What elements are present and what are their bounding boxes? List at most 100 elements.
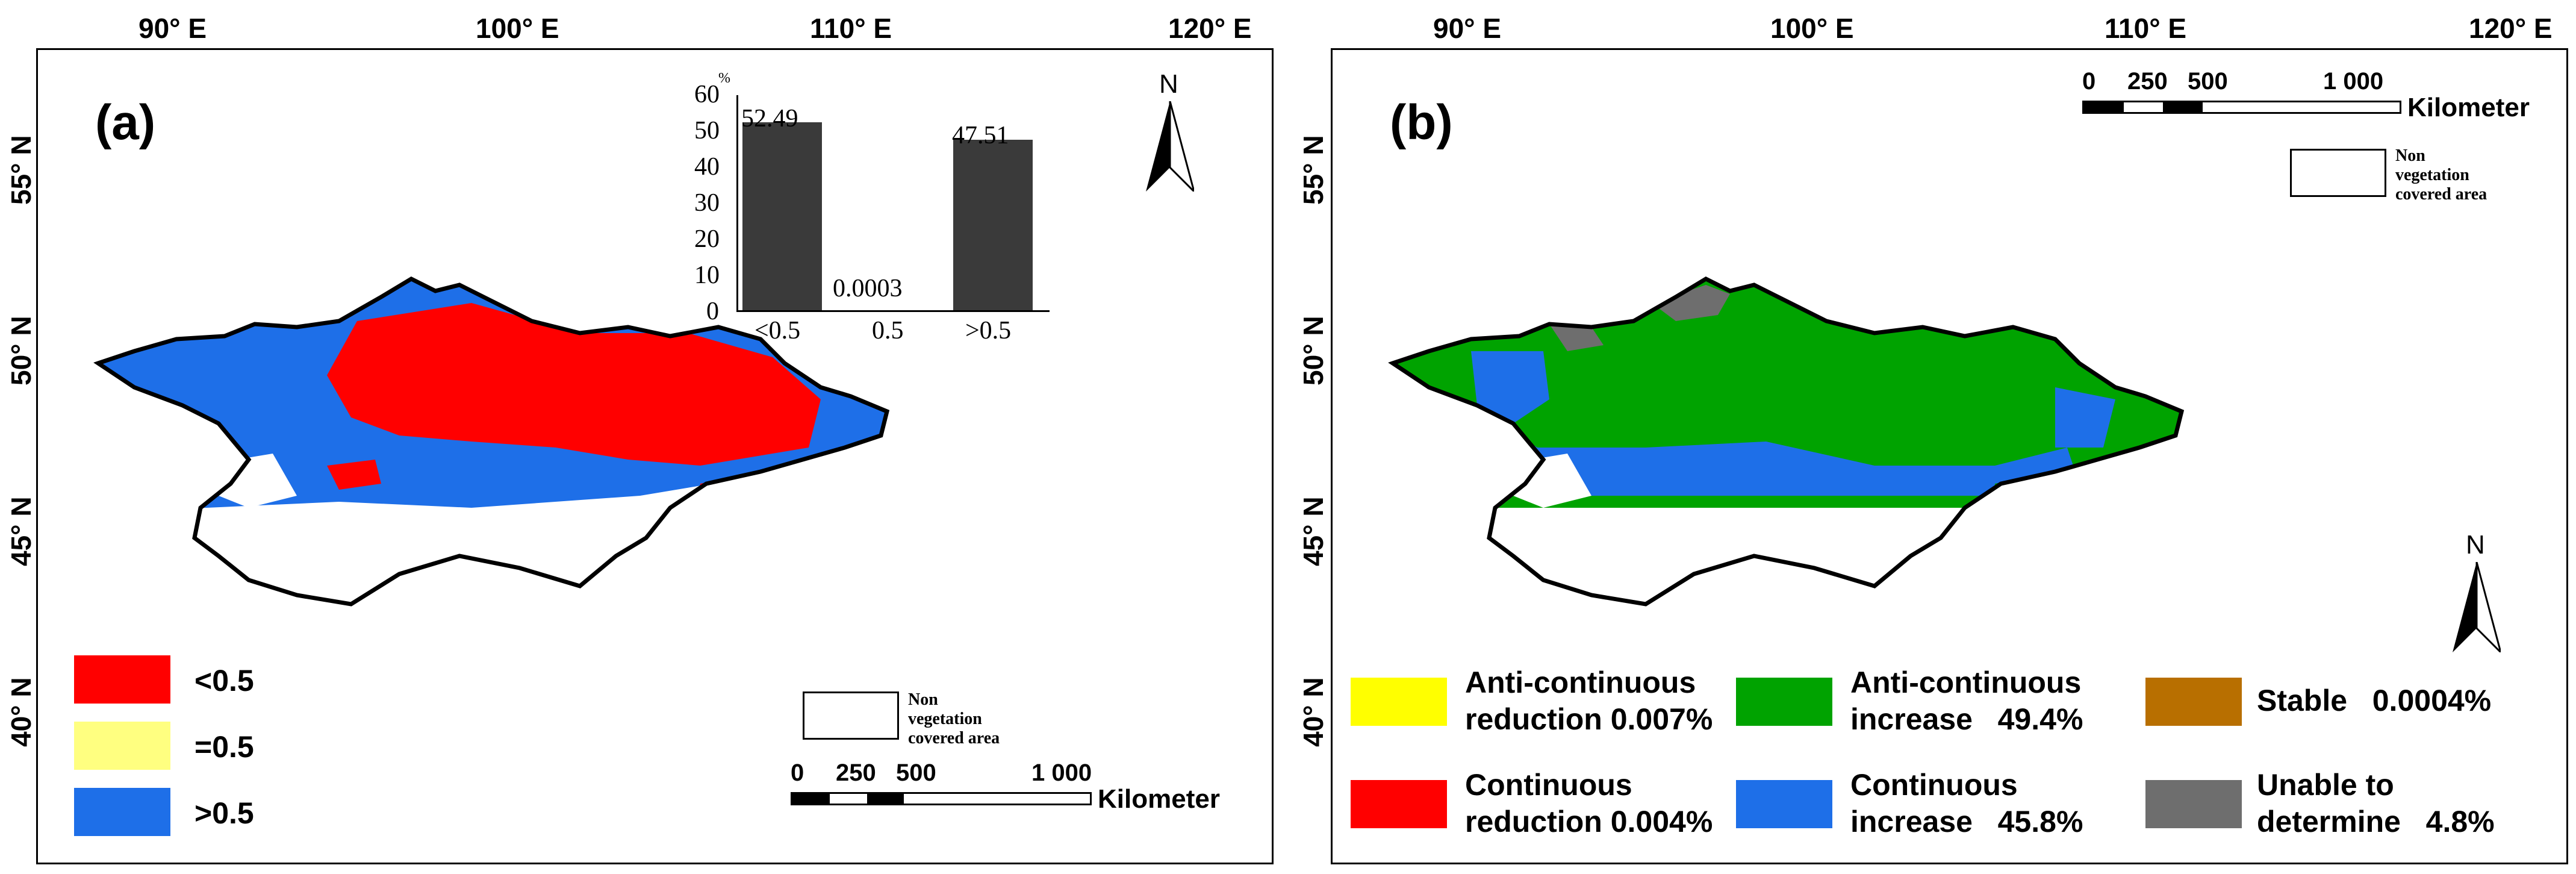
legend-label-eq05: =0.5 [194, 730, 254, 764]
inset-ytick-20: 20 [694, 225, 720, 253]
legend-line2-anti-reduction: reduction 0.007% [1465, 702, 1713, 736]
legend-swatch-anti-increase [1736, 678, 1832, 726]
panel-a: 90° E 100° E 110° E 120° E 55° N 50° N 4… [5, 13, 1274, 864]
legend-label-undetermined: Unable to determine 4.8% [2257, 767, 2495, 840]
inset-ytick-0: 0 [706, 298, 719, 325]
panel-label-a: (a) [95, 95, 156, 150]
legend-percent-cont-reduction: 0.004% [1610, 805, 1713, 838]
north-arrow-icon [1146, 101, 1194, 192]
legend-label-cont-reduction: Continuous reduction 0.004% [1465, 767, 1713, 840]
north-arrow-a: N [1146, 71, 1194, 192]
legend-label-gt05: >0.5 [194, 796, 254, 830]
legend-line1-cont-increase: Continuous [1850, 768, 2018, 802]
non-vegetation-swatch-b [2290, 149, 2386, 197]
lon-label-110-b: 110° E [2105, 13, 2187, 44]
inset-xtick-1: 0.5 [872, 317, 904, 345]
lon-label-120: 120° E [1168, 13, 1252, 44]
legend-b: Anti-continuous reduction 0.007% Anti-co… [1351, 664, 2555, 857]
mongolia-map-b [1333, 50, 2566, 863]
non-vegetation-label-a: Non vegetation covered area [908, 690, 1000, 748]
scalebar-tick-0: 0 [791, 760, 804, 786]
north-arrow-icon [2453, 562, 2501, 652]
lat-label-40-b: 40° N [1298, 677, 1329, 747]
scalebar-tick-250: 250 [836, 760, 876, 786]
legend-swatch-stable [2145, 678, 2242, 726]
north-arrow-b: N [2453, 532, 2501, 652]
inset-bar-chart: % 0 10 20 30 40 50 60 52.49 0.0003 47.51… [694, 71, 1068, 348]
legend-swatch-cont-increase [1736, 780, 1832, 828]
inset-value-label-0: 52.49 [741, 105, 798, 133]
scalebar-a: 0 250 500 1 000 Kilometer [791, 761, 1272, 833]
map-frame-b: (b) 0 250 500 1 000 Kilometer Non vegeta… [1331, 48, 2568, 864]
legend-swatch-cont-reduction [1351, 780, 1447, 828]
legend-label-cont-increase: Continuous increase 45.8% [1850, 767, 2083, 840]
inset-xtick-0: <0.5 [754, 317, 801, 345]
inset-value-label-2: 47.51 [952, 122, 1009, 149]
legend-line1-anti-reduction: Anti-continuous [1465, 666, 1696, 699]
legend-label-anti-reduction: Anti-continuous reduction 0.007% [1465, 664, 1713, 738]
legend-label-stable: Stable 0.0004% [2257, 682, 2491, 719]
inset-xtick-2: >0.5 [965, 317, 1012, 345]
legend-line1-stable: Stable [2257, 684, 2348, 717]
scalebar-tick-500-b: 500 [2188, 68, 2228, 95]
scalebar-bar-a [791, 792, 1092, 805]
legend-line2-cont-reduction: reduction 0.004% [1465, 805, 1713, 838]
scalebar-unit-b: Kilometer [2407, 93, 2530, 122]
lon-label-110: 110° E [810, 13, 892, 44]
scalebar-tick-0-b: 0 [2082, 68, 2096, 95]
legend-percent-cont-increase: 45.8% [1997, 805, 2083, 838]
inset-y-axis [736, 95, 738, 312]
lat-label-50-b: 50° N [1298, 316, 1329, 385]
map-frame-a: (a) % 0 10 20 30 40 50 60 52.49 0.0003 4… [36, 48, 1274, 864]
scalebar-tick-1000: 1 000 [1031, 760, 1092, 786]
lat-label-45: 45° N [5, 496, 37, 566]
north-label-a: N [1159, 69, 1178, 99]
legend-swatch-anti-reduction [1351, 678, 1447, 726]
legend-line1-cont-reduction: Continuous [1465, 768, 1632, 802]
lat-label-50: 50° N [5, 316, 37, 385]
north-label-b: N [2466, 530, 2485, 560]
legend-a: <0.5 =0.5 >0.5 [74, 655, 315, 848]
scalebar-b: 0 250 500 1 000 Kilometer [2082, 69, 2564, 142]
lat-label-55: 55° N [5, 135, 37, 205]
lat-label-55-b: 55° N [1298, 135, 1329, 205]
panel-label-b: (b) [1390, 95, 1453, 150]
inset-unit: % [718, 70, 730, 86]
inset-bar-0 [742, 122, 822, 310]
scalebar-unit-a: Kilometer [1098, 784, 1220, 814]
legend-line1-undetermined: Unable to [2257, 768, 2394, 802]
inset-ytick-10: 10 [694, 261, 720, 289]
scalebar-tick-500: 500 [896, 760, 936, 786]
lat-label-45-b: 45° N [1298, 496, 1329, 566]
lon-label-100-b: 100° E [1770, 13, 1854, 44]
legend-line2-undetermined: determine 4.8% [2257, 805, 2495, 838]
lon-label-90: 90° E [138, 13, 207, 44]
legend-percent-stable: 0.0004% [2372, 684, 2492, 717]
legend-percent-anti-increase: 49.4% [1997, 702, 2083, 736]
scalebar-bar-b [2082, 101, 2401, 114]
inset-ytick-50: 50 [694, 117, 720, 145]
legend-swatch-undetermined [2145, 780, 2242, 828]
inset-value-label-1: 0.0003 [833, 275, 903, 302]
legend-swatch-lt05 [74, 655, 170, 704]
lon-label-120-b: 120° E [2469, 13, 2553, 44]
inset-bar-2 [953, 140, 1033, 310]
non-vegetation-swatch-a [803, 691, 899, 740]
legend-percent-anti-reduction: 0.007% [1610, 702, 1713, 736]
lat-label-40: 40° N [5, 677, 37, 747]
legend-swatch-gt05 [74, 788, 170, 836]
legend-line1-anti-increase: Anti-continuous [1850, 666, 2082, 699]
panel-b: 90° E 100° E 110° E 120° E 55° N 50° N 4… [1289, 0, 2576, 874]
legend-percent-undetermined: 4.8% [2425, 805, 2495, 838]
inset-ytick-60: 60 [694, 81, 720, 108]
legend-label-lt05: <0.5 [194, 664, 254, 698]
inset-ytick-30: 30 [694, 189, 720, 217]
lon-label-90-b: 90° E [1433, 13, 1502, 44]
inset-ytick-40: 40 [694, 153, 720, 181]
inset-x-axis [736, 310, 1050, 312]
legend-label-anti-increase: Anti-continuous increase 49.4% [1850, 664, 2083, 738]
legend-swatch-eq05 [74, 722, 170, 770]
legend-line2-cont-increase: increase 45.8% [1850, 805, 2083, 838]
non-vegetation-label-b: Non vegetation covered area [2395, 146, 2487, 204]
scalebar-tick-250-b: 250 [2127, 68, 2168, 95]
